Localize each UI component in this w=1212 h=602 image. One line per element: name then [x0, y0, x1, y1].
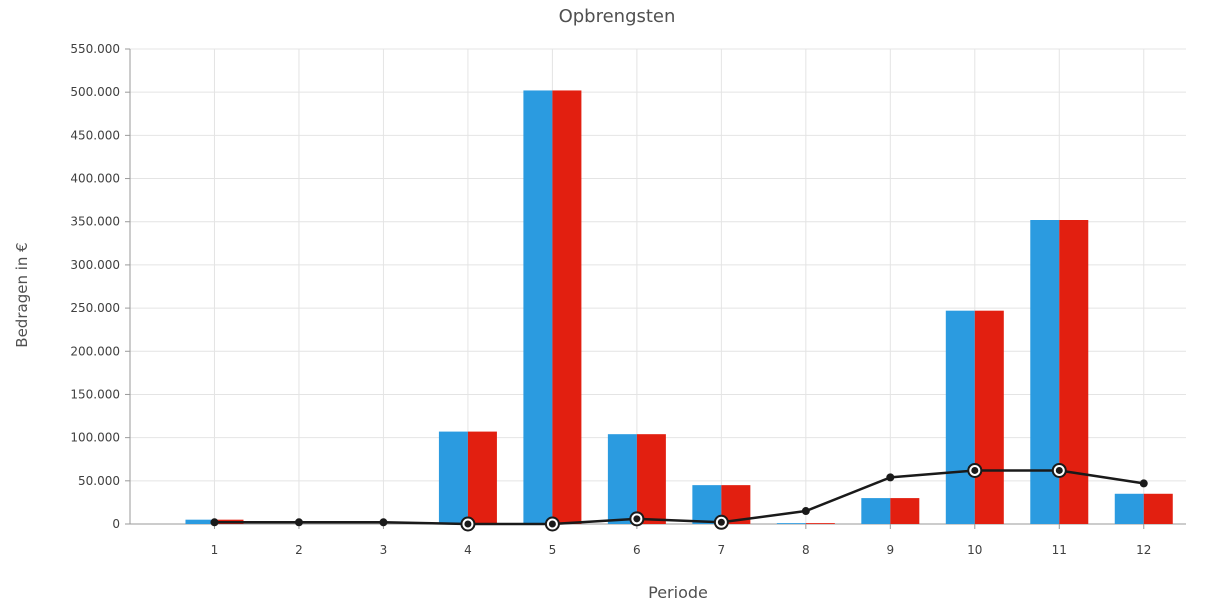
line-point	[294, 518, 303, 527]
x-tick-label: 8	[802, 543, 810, 557]
bar	[861, 498, 891, 524]
bar	[1143, 493, 1173, 524]
y-tick-label: 550.000	[70, 42, 120, 56]
y-tick-label: 150.000	[70, 387, 120, 401]
y-tick-label: 0	[112, 517, 120, 531]
bar	[523, 90, 553, 525]
bar	[438, 431, 468, 524]
bar	[945, 310, 975, 524]
x-tick-label: 2	[295, 543, 303, 557]
bar	[607, 434, 637, 524]
x-tick-label: 12	[1136, 543, 1151, 557]
bar	[776, 523, 806, 524]
line-point	[801, 507, 810, 516]
y-tick-label: 400.000	[70, 172, 120, 186]
chart-title: Opbrengsten	[558, 6, 676, 27]
y-tick-label: 500.000	[70, 85, 120, 99]
bar	[552, 90, 582, 525]
y-tick-label: 450.000	[70, 128, 120, 142]
line-point	[971, 466, 979, 474]
bar	[185, 519, 215, 524]
y-tick-label: 300.000	[70, 258, 120, 272]
x-tick-label: 7	[718, 543, 726, 557]
bar	[1030, 220, 1060, 524]
y-tick-label: 50.000	[78, 474, 120, 488]
bar	[467, 431, 497, 524]
line-point	[1139, 479, 1148, 488]
line-point	[1055, 466, 1063, 474]
x-tick-label: 4	[464, 543, 472, 557]
y-tick-label: 200.000	[70, 344, 120, 358]
x-tick-label: 9	[886, 543, 894, 557]
bar	[805, 523, 835, 524]
x-tick-label: 5	[549, 543, 557, 557]
line-point	[210, 518, 219, 527]
line-point	[464, 520, 472, 528]
y-tick-label: 350.000	[70, 215, 120, 229]
bar	[1059, 220, 1089, 524]
line-point	[379, 518, 388, 527]
x-tick-label: 11	[1052, 543, 1067, 557]
line-point	[548, 520, 556, 528]
x-tick-label: 1	[211, 543, 219, 557]
x-tick-label: 6	[633, 543, 641, 557]
bar	[974, 310, 1004, 524]
line-point	[633, 515, 641, 523]
line-point	[886, 473, 895, 482]
line-point	[717, 518, 725, 526]
x-tick-label: 3	[380, 543, 388, 557]
bar	[636, 434, 666, 524]
x-tick-label: 10	[967, 543, 982, 557]
bar	[890, 498, 920, 524]
y-tick-label: 250.000	[70, 301, 120, 315]
y-tick-label: 100.000	[70, 431, 120, 445]
x-axis-label: Periode	[648, 583, 708, 602]
bar	[1114, 493, 1144, 524]
series-line	[214, 469, 1144, 526]
